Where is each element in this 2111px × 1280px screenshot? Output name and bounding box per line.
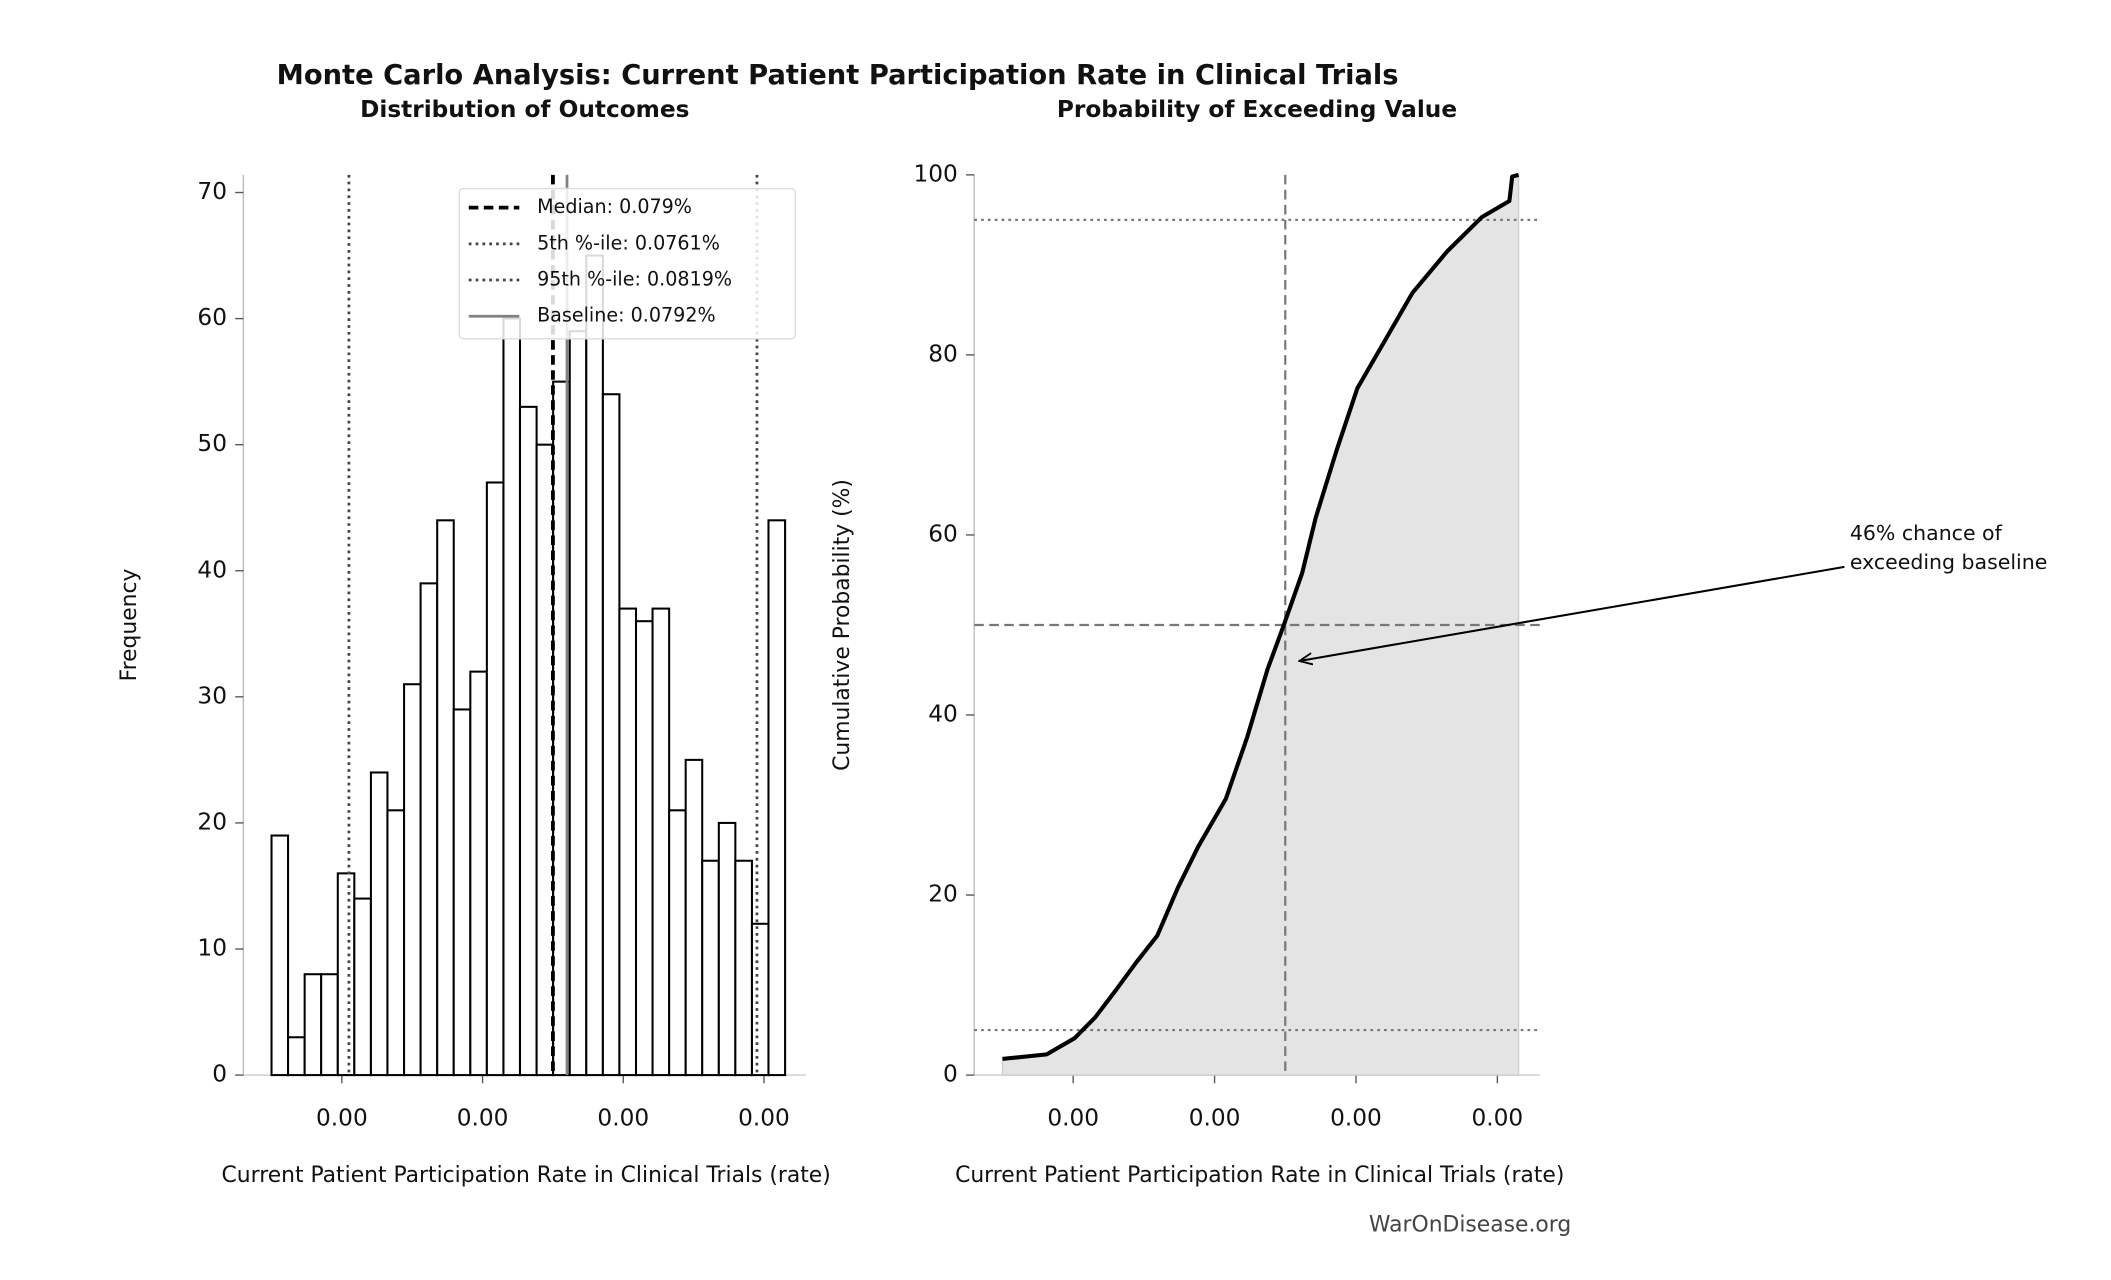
y-tick-label: 10 xyxy=(197,935,227,962)
bar xyxy=(634,620,654,1077)
annotation-arrow xyxy=(1299,565,1845,661)
bar xyxy=(734,859,753,1077)
bar xyxy=(320,973,339,1077)
y-tick-label: 20 xyxy=(928,881,958,908)
bar xyxy=(436,519,455,1077)
bar xyxy=(303,973,323,1077)
bar xyxy=(502,317,522,1077)
legend-label: 5th %-ile: 0.0761% xyxy=(537,231,720,254)
y-tick-label: 60 xyxy=(928,520,958,547)
bar xyxy=(485,481,505,1077)
bar xyxy=(701,859,720,1077)
x-tick-label: 0.00 xyxy=(1330,1104,1382,1131)
bar xyxy=(336,872,356,1077)
y-tick-label: 30 xyxy=(197,682,227,709)
y-tick-label: 0 xyxy=(943,1061,958,1088)
annotation-text: exceeding baseline xyxy=(1850,550,2047,574)
legend-label: 95th %-ile: 0.0819% xyxy=(537,268,732,291)
legend-label: Baseline: 0.0792% xyxy=(537,304,716,327)
bar xyxy=(568,330,588,1077)
bar xyxy=(270,834,290,1077)
footer: WarOnDisease.org xyxy=(1369,1212,1571,1237)
bar xyxy=(750,922,770,1077)
bar xyxy=(684,758,704,1077)
bar xyxy=(717,821,737,1077)
y-tick-label: 50 xyxy=(197,430,227,457)
legend: Median: 0.079% 5th %-ile: 0.0761% 95th %-i… xyxy=(458,187,796,340)
bar xyxy=(287,1036,306,1077)
bar xyxy=(353,897,372,1077)
bar xyxy=(767,519,787,1077)
annotation-text: 46% chance of xyxy=(1850,521,2003,545)
bar xyxy=(668,809,687,1077)
x-tick-label: 0.00 xyxy=(1472,1104,1524,1131)
y-tick-label: 70 xyxy=(197,178,227,205)
x-tick-label: 0.00 xyxy=(597,1104,649,1131)
bar xyxy=(452,708,472,1077)
y-tick-label: 40 xyxy=(197,556,227,583)
subplot-title: Probability of Exceeding Value xyxy=(1057,96,1457,123)
x-tick-label: 0.00 xyxy=(1189,1104,1241,1131)
y-axis-label: Cumulative Probability (%) xyxy=(830,479,855,771)
legend-label: Median: 0.079% xyxy=(537,195,692,218)
bar xyxy=(386,809,406,1077)
y-tick-label: 0 xyxy=(212,1061,227,1088)
bar xyxy=(535,443,555,1077)
y-tick-label: 100 xyxy=(913,160,957,187)
bar xyxy=(585,254,604,1077)
x-tick-label: 0.00 xyxy=(457,1104,509,1131)
bar xyxy=(403,683,422,1077)
y-axis-label: Frequency xyxy=(117,568,142,681)
suptitle: Monte Carlo Analysis: Current Patient Pa… xyxy=(277,60,1399,91)
bar xyxy=(651,607,671,1077)
bar xyxy=(601,393,621,1077)
legend-box xyxy=(458,187,796,340)
bar xyxy=(518,405,538,1077)
y-tick-label: 40 xyxy=(928,700,958,727)
cdf-line xyxy=(1002,172,1520,1061)
bar xyxy=(369,771,389,1077)
x-tick-label: 0.00 xyxy=(738,1104,790,1131)
y-tick-label: 20 xyxy=(197,808,227,835)
bar xyxy=(469,670,488,1077)
x-tick-label: 0.00 xyxy=(316,1104,368,1131)
x-axis-label: Current Patient Participation Rate in Cl… xyxy=(222,1163,831,1188)
x-axis-label: Current Patient Participation Rate in Cl… xyxy=(955,1163,1564,1188)
y-tick-label: 60 xyxy=(197,304,227,331)
bar xyxy=(419,582,439,1077)
x-tick-label: 0.00 xyxy=(1047,1104,1099,1131)
y-tick-label: 80 xyxy=(928,340,958,367)
subplot-title: Distribution of Outcomes xyxy=(360,96,689,123)
bar xyxy=(618,607,638,1077)
